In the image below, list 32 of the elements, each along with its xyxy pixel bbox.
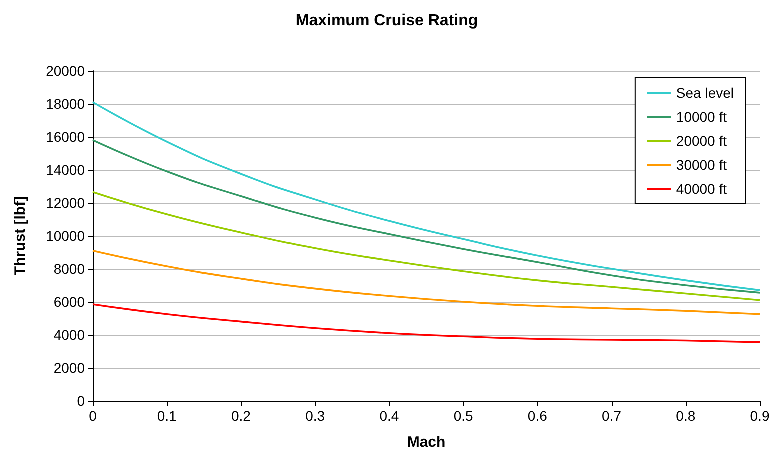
y-tick-label: 0 <box>77 393 86 409</box>
y-tick-label: 2000 <box>54 360 86 376</box>
line-series <box>92 101 761 292</box>
y-tick-label: 10000 <box>46 228 86 244</box>
x-tick-label: 0.4 <box>380 408 400 424</box>
legend-label: 30000 ft <box>676 157 728 173</box>
x-tick-label: 0.8 <box>676 408 696 424</box>
x-tick-label: 0.2 <box>231 408 252 424</box>
x-tick-label: 0 <box>89 408 98 424</box>
x-axis-title: Mach <box>407 434 446 451</box>
x-tick-label: 0.6 <box>528 408 548 424</box>
x-tick-label: 0.9 <box>750 408 770 424</box>
legend-label: 20000 ft <box>676 133 728 149</box>
x-tick-label: 0.3 <box>306 408 326 424</box>
y-tick-label: 16000 <box>46 129 86 145</box>
legend-label: 40000 ft <box>676 181 728 197</box>
y-tick-label: 20000 <box>46 63 86 79</box>
legend-label: Sea level <box>676 85 734 101</box>
y-tick-label: 6000 <box>54 294 86 310</box>
x-tick-label: 0.5 <box>454 408 474 424</box>
y-tick-label: 18000 <box>46 96 86 112</box>
x-tick-label: 0.1 <box>157 408 178 424</box>
line-series <box>92 250 761 316</box>
legend-label: 10000 ft <box>676 109 728 125</box>
y-tick-label: 14000 <box>46 162 86 178</box>
y-tick-label: 8000 <box>54 261 86 277</box>
y-tick-label: 4000 <box>54 327 86 343</box>
line-series <box>92 304 761 344</box>
chart-title: Maximum Cruise Rating <box>296 12 478 30</box>
y-tick-label: 12000 <box>46 195 86 211</box>
y-axis-title: Thrust [lbf] <box>12 196 29 276</box>
x-tick-label: 0.7 <box>602 408 622 424</box>
